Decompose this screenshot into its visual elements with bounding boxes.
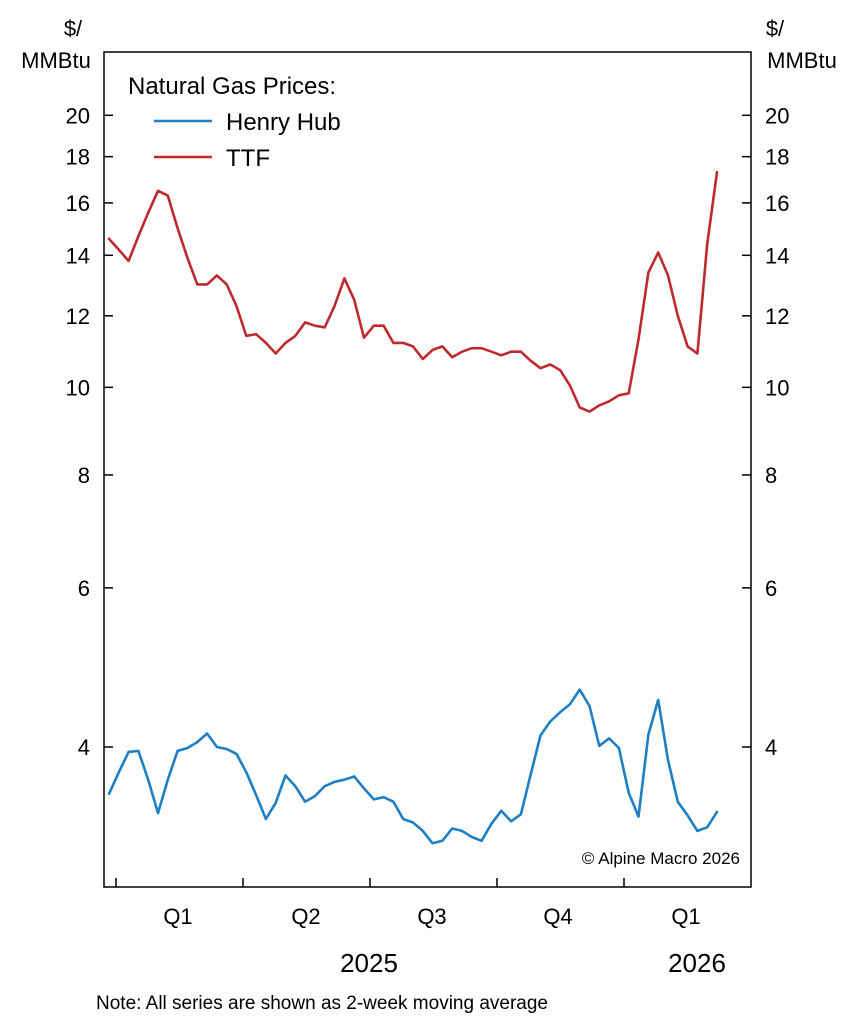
y-tick-label-left: 18 (66, 145, 90, 170)
series-line-henry-hub (107, 688, 719, 845)
left-axis-unit-top: $/ (64, 16, 83, 41)
x-year-label-2026: 2026 (668, 948, 726, 978)
y-tick-label-right: 20 (765, 103, 789, 128)
right-axis-unit-top: $/ (766, 16, 785, 41)
x-axis-ticks (115, 878, 625, 887)
x-tick-label-q1-2026: Q1 (671, 904, 700, 929)
footnote: Note: All series are shown as 2-week mov… (96, 993, 548, 1014)
y-tick-label-right: 16 (765, 191, 789, 216)
legend-title: Natural Gas Prices: (128, 73, 336, 100)
legend-label-ttf: TTF (226, 145, 270, 172)
y-tick-label-right: 8 (765, 463, 777, 488)
series-group (107, 170, 719, 845)
y-tick-label-left: 6 (78, 576, 90, 601)
y-tick-label-right: 12 (765, 304, 789, 329)
legend-label-henry-hub: Henry Hub (226, 109, 341, 136)
y-tick-label-left: 16 (66, 191, 90, 216)
y-tick-label-right: 14 (765, 243, 789, 268)
y-axis-ticks: 4 4 6 6 8 8 10 10 12 12 14 14 16 16 18 18 20 20 (66, 103, 790, 760)
y-tick-label-right: 4 (765, 735, 777, 760)
y-tick-label-left: 10 (66, 375, 90, 400)
y-tick-label-left: 4 (78, 735, 90, 760)
left-axis-unit-bottom: MMBtu (21, 48, 91, 73)
copyright-text: © Alpine Macro 2026 (582, 849, 740, 868)
y-tick-label-right: 18 (765, 145, 789, 170)
right-axis-unit-bottom: MMBtu (767, 48, 837, 73)
series-line-ttf (107, 170, 719, 413)
y-tick-label-right: 10 (765, 375, 789, 400)
x-tick-label-q4-2025: Q4 (543, 904, 572, 929)
x-tick-label-q3-2025: Q3 (417, 904, 446, 929)
x-tick-label-q2-2025: Q2 (291, 904, 320, 929)
x-tick-label-q1-2025: Q1 (163, 904, 192, 929)
x-year-label-2025: 2025 (340, 948, 398, 978)
y-tick-label-right: 6 (765, 576, 777, 601)
y-tick-label-left: 12 (66, 304, 90, 329)
y-tick-label-left: 20 (66, 103, 90, 128)
plot-frame (103, 51, 752, 888)
y-tick-label-left: 14 (66, 243, 90, 268)
y-tick-label-left: 8 (78, 463, 90, 488)
